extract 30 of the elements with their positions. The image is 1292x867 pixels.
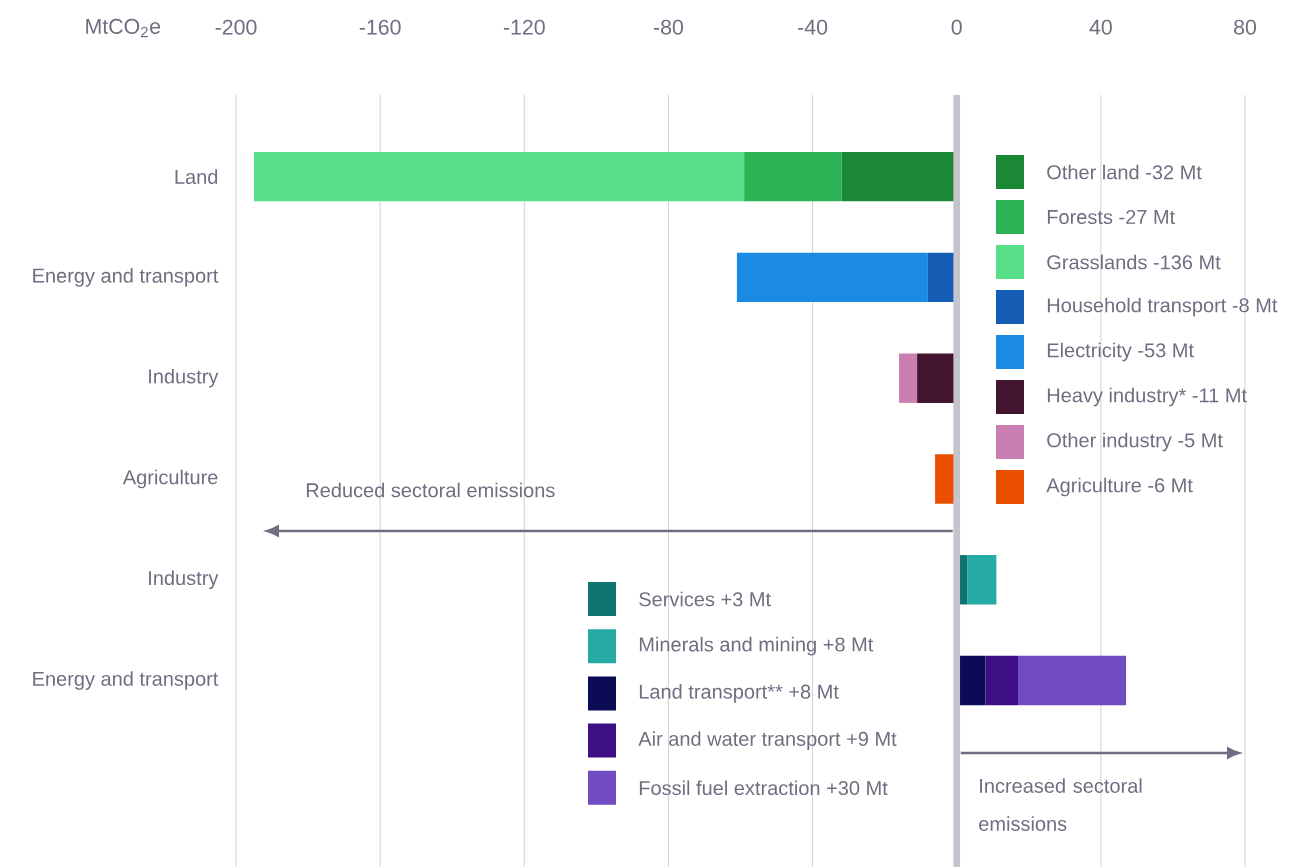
x-tick-label: 80 [1234, 19, 1257, 35]
legend-label: Land transport** +8 Mt [639, 684, 839, 703]
legend-label: Fossil fuel extraction +30 Mt [639, 780, 888, 796]
x-axis-title: MtCO$_{2}$e [86, 18, 161, 38]
legend-label: Electricity -53 Mt [1047, 342, 1194, 362]
y-tick-label: Land [175, 169, 218, 184]
legend-label: Air and water transport +9 Mt [638, 731, 897, 750]
y-tick-label: Energy and transport [33, 671, 219, 690]
x-tick-label: -160 [359, 19, 401, 35]
y-tick-label: Industry [149, 570, 219, 590]
x-tick-label: -120 [503, 19, 545, 35]
legend-label: Grasslands -136 Mt [1047, 254, 1221, 270]
x-tick-label: -200 [215, 19, 257, 35]
legend-label: Heavy industry* -11 Mt [1047, 387, 1247, 407]
annotation: Reduced sectoral emissions [306, 482, 555, 498]
legend-label: Household transport -8 Mt [1047, 297, 1278, 317]
x-tick-label: -80 [653, 19, 683, 35]
x-tick-label: 40 [1089, 19, 1112, 35]
text: Increased sectoral emissions [979, 778, 1142, 831]
legend-label: Other land -32 Mt [1047, 164, 1202, 180]
y-tick-label: Agriculture [122, 469, 218, 489]
y-tick-label: Energy and transport [33, 268, 219, 287]
legend-label: Other industry -5 Mt [1047, 432, 1223, 452]
y-tick-label: Industry [149, 368, 219, 388]
x-tick-label: -40 [798, 19, 828, 35]
legend-label: Forests -27 Mt [1047, 209, 1176, 225]
legend-label: Minerals and mining +8 Mt [639, 636, 874, 656]
legend-label: Agriculture -6 Mt [1046, 477, 1193, 497]
x-tick-label: 0 [951, 19, 962, 35]
legend-label: Services +3 Mt [639, 591, 771, 607]
